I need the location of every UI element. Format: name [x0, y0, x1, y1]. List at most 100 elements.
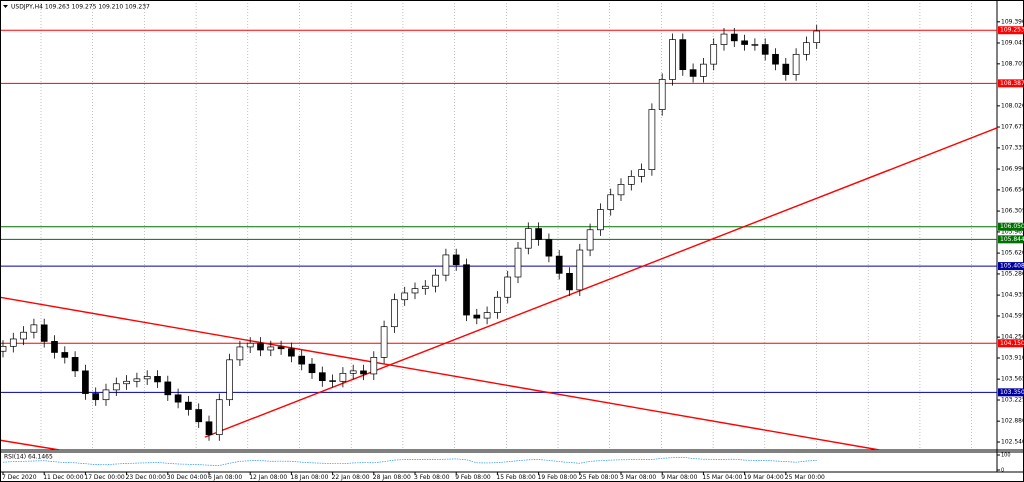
candle-body	[215, 399, 223, 436]
dropdown-icon[interactable]	[3, 5, 8, 8]
candle-body	[483, 312, 491, 319]
level-label: 109.253	[1000, 27, 1024, 34]
rsi-tick-label: 100	[1001, 453, 1011, 459]
level-label: 104.150	[1000, 340, 1024, 347]
candle-body	[792, 53, 800, 75]
candle-body	[772, 53, 779, 65]
x-tick-label: 15 Feb 08:00	[496, 474, 536, 481]
y-tick-label: 103.225	[1001, 397, 1024, 404]
candle-body	[710, 44, 718, 65]
x-tick-label: 25 Feb 08:00	[579, 474, 619, 481]
candle-body	[308, 363, 316, 374]
candle-body	[1, 345, 7, 352]
candle-body	[174, 394, 182, 403]
y-tick-label: 103.565	[1001, 376, 1024, 383]
candle-body	[391, 299, 398, 328]
candle-body	[627, 176, 635, 185]
candle-body	[638, 169, 645, 177]
candle-body	[360, 370, 367, 375]
y-tick-label: 102.540	[1001, 439, 1024, 446]
level-label-box	[998, 388, 1023, 397]
candle-body	[607, 194, 615, 210]
candle-body	[277, 346, 285, 350]
trend-line	[204, 127, 997, 438]
x-tick-label: 3 Feb 08:00	[414, 474, 450, 481]
y-tick-label: 104.250	[1001, 334, 1024, 341]
x-tick-label: 30 Dec 04:00	[167, 474, 208, 481]
x-tick-label: 9 Mar 08:00	[661, 474, 697, 481]
level-label: 106.050	[1000, 223, 1024, 230]
candle-body	[236, 346, 244, 361]
candle-body	[803, 42, 810, 55]
candle-body	[535, 228, 542, 240]
y-tick-label: 104.935	[1001, 292, 1024, 299]
candle-body	[689, 69, 697, 77]
x-tick-label: 7 Dec 2020	[2, 474, 37, 481]
x-tick-label: 3 Mar 08:00	[620, 474, 656, 481]
candle-body	[730, 33, 738, 42]
y-tick-label: 106.305	[1001, 208, 1024, 215]
x-tick-label: 11 Dec 00:00	[43, 474, 84, 481]
candle-body	[741, 40, 748, 45]
y-tick-label: 103.910	[1001, 354, 1024, 361]
candle-body	[30, 324, 38, 333]
candle-body	[576, 249, 584, 291]
candle-body	[71, 357, 79, 372]
candle-body	[288, 348, 295, 357]
candle-body	[432, 274, 439, 287]
x-tick-label: 6 Jan 08:00	[208, 474, 242, 481]
candle-body	[421, 285, 429, 290]
candle-body	[761, 44, 769, 55]
y-tick-label: 102.880	[1001, 418, 1024, 425]
x-tick-label: 19 Mar 04:00	[744, 474, 784, 481]
candle-body	[473, 314, 481, 319]
candle-body	[154, 376, 161, 383]
candle-body	[318, 372, 326, 382]
trend-line	[1, 439, 60, 450]
candle-body	[669, 39, 676, 80]
candle-body	[329, 380, 336, 382]
candle-body	[463, 264, 470, 316]
candle-body	[514, 247, 522, 278]
candle-body	[51, 341, 58, 353]
rsi-label: RSI(14) 64.1465	[4, 454, 53, 461]
candle-body	[246, 342, 254, 348]
level-label: 108.387	[1000, 80, 1024, 87]
x-tick-label: 25 Mar 00:00	[785, 474, 825, 481]
y-tick-label: 106.990	[1001, 166, 1024, 173]
chart-title: USDJPY,H4 109.263 109.275 109.210 109.23…	[11, 4, 150, 11]
candle-body	[9, 338, 17, 347]
candle-body	[226, 359, 233, 401]
y-tick-label: 107.675	[1001, 124, 1024, 131]
candle-body	[700, 63, 707, 77]
x-tick-label: 18 Jan 08:00	[290, 474, 328, 481]
candle-body	[401, 292, 409, 301]
y-tick-label: 108.705	[1001, 60, 1024, 67]
candle-body	[133, 378, 141, 382]
candle-body	[370, 357, 378, 375]
rsi-line	[2, 456, 817, 466]
candle-body	[112, 383, 120, 391]
candle-body	[813, 30, 821, 44]
candle-body	[298, 355, 306, 365]
candle-body	[349, 370, 357, 374]
candle-body	[782, 63, 790, 75]
candle-body	[586, 229, 594, 251]
candle-body	[123, 380, 130, 385]
y-tick-label: 105.280	[1001, 270, 1024, 277]
candle-body	[494, 296, 501, 313]
candle-body	[411, 288, 419, 294]
y-tick-label: 104.595	[1001, 312, 1024, 319]
candle-body	[452, 254, 460, 266]
candle-body	[195, 409, 203, 423]
x-tick-label: 23 Dec 00:00	[126, 474, 167, 481]
level-label-box	[998, 79, 1023, 88]
plot-area	[1, 1, 997, 450]
level-label-box	[998, 235, 1023, 244]
y-tick-label: 106.650	[1001, 186, 1024, 193]
candle-body	[751, 44, 759, 46]
level-label-box	[998, 339, 1023, 348]
level-label: 105.408	[1000, 263, 1024, 270]
y-tick-label: 109.390	[1001, 18, 1024, 25]
